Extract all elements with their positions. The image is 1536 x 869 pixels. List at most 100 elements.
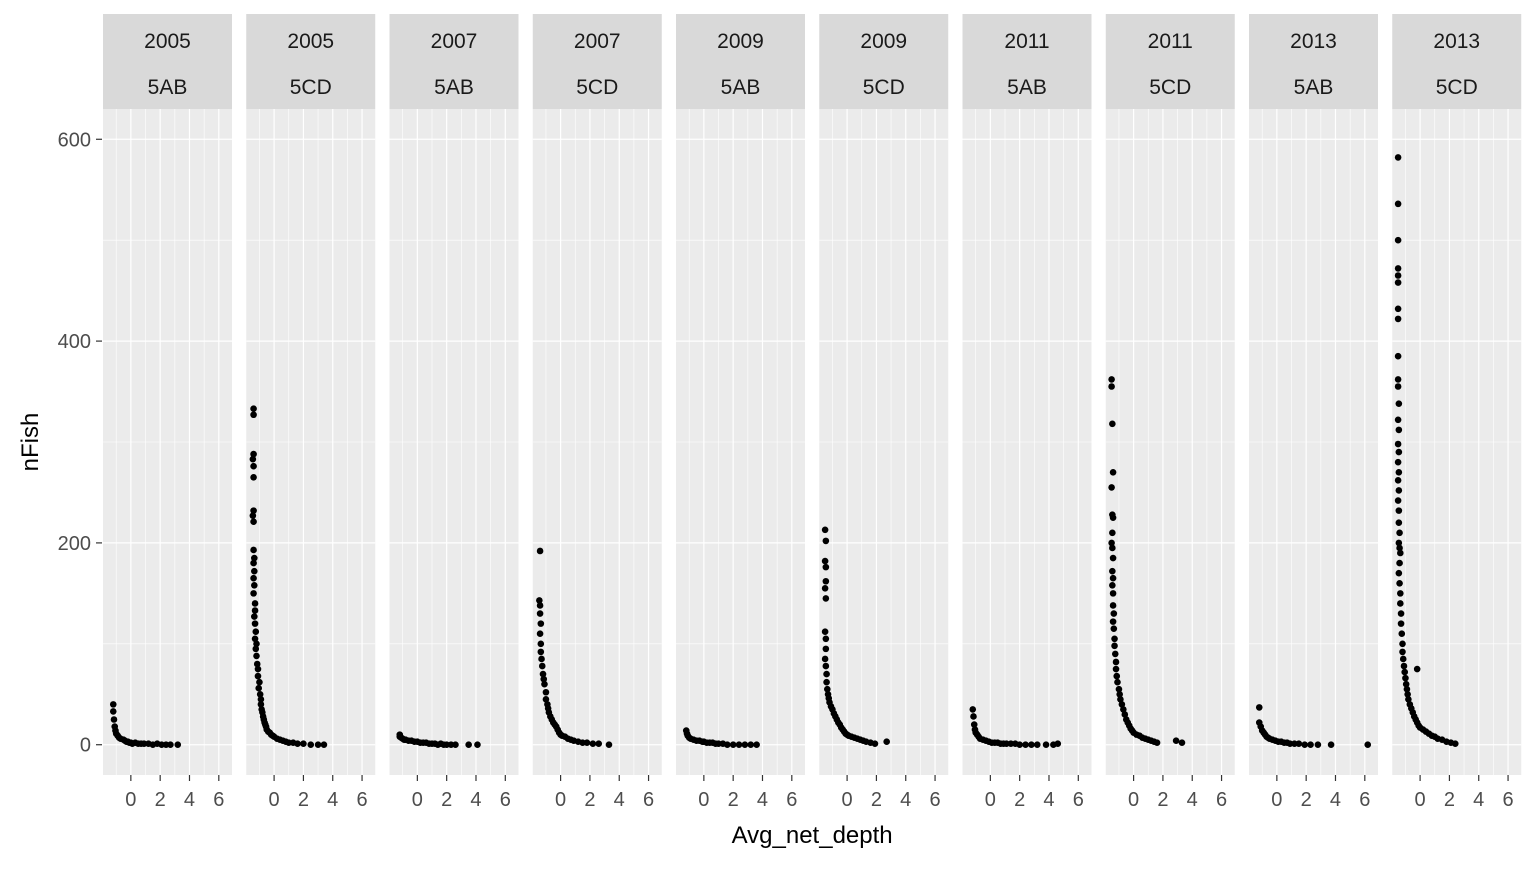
data-point xyxy=(251,554,258,562)
data-point xyxy=(250,546,257,554)
x-tick-label: 0 xyxy=(125,789,136,811)
data-point xyxy=(1413,665,1421,673)
data-point xyxy=(1395,400,1403,407)
data-point xyxy=(821,557,829,565)
data-point xyxy=(538,655,545,663)
data-point xyxy=(1364,741,1372,749)
data-point xyxy=(822,645,830,653)
data-point xyxy=(1109,468,1117,476)
data-point xyxy=(465,741,472,749)
facet-year-label: 2009 xyxy=(717,30,764,53)
data-point xyxy=(822,563,830,571)
x-tick-label: 4 xyxy=(1330,789,1341,811)
data-point xyxy=(542,688,550,696)
data-point xyxy=(1398,630,1406,638)
data-point xyxy=(1314,741,1322,749)
y-axis-title: nFish xyxy=(17,413,44,472)
data-point xyxy=(1112,665,1120,673)
data-point xyxy=(1396,579,1403,587)
facet-strip xyxy=(246,14,376,109)
data-point xyxy=(821,585,829,592)
facet-year-label: 2005 xyxy=(287,30,334,53)
data-point xyxy=(747,741,755,749)
facet-year-label: 2009 xyxy=(860,30,907,53)
data-point xyxy=(536,597,543,604)
x-tick-label: 4 xyxy=(900,789,911,811)
data-point xyxy=(1121,711,1129,718)
y-tick-label: 200 xyxy=(58,533,91,555)
data-point xyxy=(250,559,257,567)
data-point xyxy=(249,455,257,463)
data-point xyxy=(1402,680,1410,688)
facet-strip xyxy=(1105,14,1235,109)
data-point xyxy=(250,462,257,470)
data-point xyxy=(253,652,260,660)
data-point xyxy=(1022,741,1029,749)
x-tick-label: 4 xyxy=(184,789,195,811)
facet-year-label: 2013 xyxy=(1433,30,1480,53)
data-point xyxy=(250,574,257,582)
x-tick-label: 4 xyxy=(1043,789,1054,811)
data-point xyxy=(824,685,831,693)
data-point xyxy=(1117,696,1124,703)
data-point xyxy=(254,665,262,673)
data-point xyxy=(537,620,545,627)
facet-year-label: 2007 xyxy=(431,30,478,53)
data-point xyxy=(969,706,977,713)
data-point xyxy=(255,684,263,692)
x-tick-label: 0 xyxy=(1415,789,1426,811)
data-point xyxy=(1054,740,1062,748)
x-axis-title: Avg_net_depth xyxy=(732,822,893,849)
facet-area-label: 5AB xyxy=(1294,76,1334,99)
data-point xyxy=(729,741,737,749)
data-point xyxy=(1295,740,1303,748)
data-point xyxy=(1395,426,1403,434)
data-point xyxy=(250,450,257,458)
data-point xyxy=(539,670,547,678)
facet-area-label: 5AB xyxy=(148,76,188,99)
data-point xyxy=(1396,559,1403,567)
data-point xyxy=(250,518,257,526)
data-point xyxy=(540,675,548,683)
data-point xyxy=(1399,648,1406,656)
data-point xyxy=(452,741,459,749)
data-point xyxy=(1109,618,1117,625)
data-point xyxy=(1397,600,1404,607)
data-point xyxy=(753,741,760,749)
facet-strip xyxy=(962,14,1092,109)
y-tick-label: 0 xyxy=(80,735,91,757)
x-tick-label: 6 xyxy=(1073,789,1084,811)
data-point xyxy=(1116,690,1123,698)
x-tick-label: 4 xyxy=(327,789,338,811)
data-point xyxy=(1113,672,1121,680)
data-point xyxy=(1395,539,1403,547)
data-point xyxy=(256,678,263,686)
data-point xyxy=(174,741,182,749)
x-tick-label: 0 xyxy=(1271,789,1282,811)
data-point xyxy=(1395,507,1403,514)
data-point xyxy=(251,581,258,589)
data-point xyxy=(1394,279,1402,286)
data-point xyxy=(1109,567,1116,575)
data-point xyxy=(1120,706,1127,713)
x-tick-label: 0 xyxy=(269,789,280,811)
data-point xyxy=(1042,741,1050,749)
data-point xyxy=(1394,497,1402,504)
data-point xyxy=(1301,741,1309,749)
facet-area-label: 5CD xyxy=(290,76,332,99)
x-tick-label: 4 xyxy=(470,789,481,811)
data-point xyxy=(1109,420,1116,428)
x-tick-label: 0 xyxy=(985,789,996,811)
data-point xyxy=(1405,696,1412,703)
x-tick-label: 4 xyxy=(1473,789,1484,811)
data-point xyxy=(1109,581,1116,589)
data-point xyxy=(1394,458,1402,466)
data-point xyxy=(1028,741,1035,749)
x-tick-label: 0 xyxy=(1128,789,1139,811)
data-point xyxy=(605,741,613,749)
data-point xyxy=(1395,519,1403,527)
data-point xyxy=(1394,315,1402,323)
data-point xyxy=(822,537,830,545)
x-tick-label: 6 xyxy=(356,789,367,811)
